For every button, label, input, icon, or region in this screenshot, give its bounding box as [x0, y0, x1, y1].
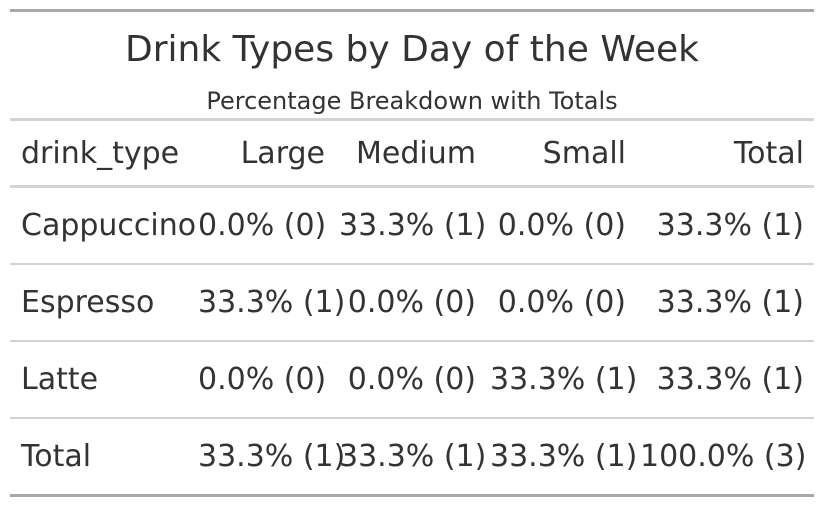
- table-cell: 0.0% (0): [335, 264, 486, 342]
- table-subtitle: Percentage Breakdown with Totals: [10, 70, 814, 121]
- table-title: Drink Types by Day of the Week: [125, 29, 699, 70]
- row-label-cell: Cappuccino: [10, 186, 196, 265]
- table-cell: 0.0% (0): [486, 264, 636, 342]
- total-row: Total 33.3% (1) 33.3% (1) 33.3% (1) 100.…: [10, 418, 814, 497]
- column-header-small: Small: [486, 121, 636, 188]
- summary-table-container: Drink Types by Day of the Week Percentag…: [10, 9, 814, 497]
- table-cell: 33.3% (1): [194, 264, 345, 342]
- table-cell: 33.3% (1): [194, 418, 345, 497]
- column-header-large: Large: [194, 121, 335, 188]
- column-header-drink-type: drink_type: [10, 121, 194, 188]
- column-header-total: Total: [636, 121, 814, 188]
- table-cell: 33.3% (1): [636, 341, 814, 419]
- table-cell: 33.3% (1): [486, 418, 637, 497]
- table-cell: 0.0% (0): [486, 186, 636, 265]
- table-cell: 0.0% (0): [194, 186, 335, 265]
- table-cell: 100.0% (3): [636, 418, 814, 497]
- table-cell: 33.3% (1): [335, 186, 486, 265]
- table-row: Espresso 33.3% (1) 0.0% (0) 0.0% (0) 33.…: [10, 264, 814, 342]
- table-cell: 33.3% (1): [636, 264, 814, 342]
- table-row: Latte 0.0% (0) 0.0% (0) 33.3% (1) 33.3% …: [10, 341, 814, 419]
- column-header-medium: Medium: [335, 121, 486, 188]
- row-label-cell: Espresso: [10, 264, 194, 342]
- row-label-cell: Latte: [10, 341, 194, 419]
- table-cell: 33.3% (1): [636, 186, 814, 265]
- table-cell: 0.0% (0): [335, 341, 486, 419]
- header-row: drink_type Large Medium Small Total: [10, 121, 814, 188]
- table-row: Cappuccino 0.0% (0) 33.3% (1) 0.0% (0) 3…: [10, 186, 814, 265]
- table-cell: 33.3% (1): [335, 418, 486, 497]
- table-cell: 33.3% (1): [486, 341, 637, 419]
- drink-type-table: drink_type Large Medium Small Total Capp…: [10, 121, 814, 497]
- table-cell: 0.0% (0): [194, 341, 335, 419]
- row-label-cell: Total: [10, 418, 194, 497]
